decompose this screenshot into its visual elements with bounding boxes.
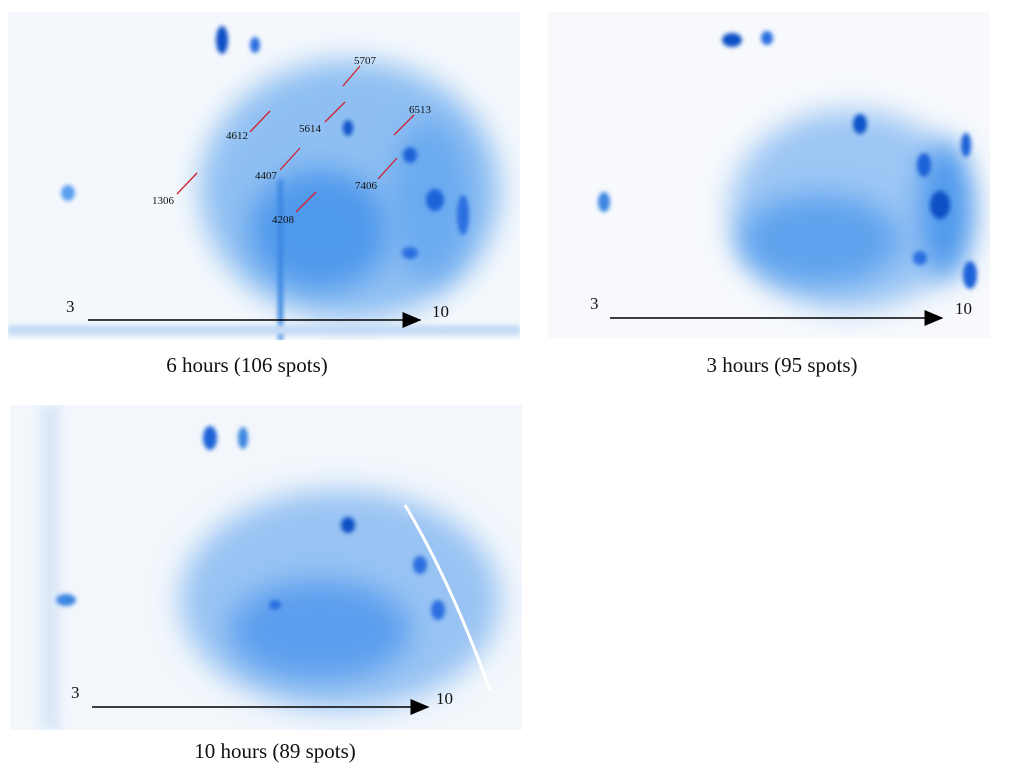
leader-line xyxy=(176,172,198,195)
leader-line xyxy=(393,114,415,136)
spot-label: 4407 xyxy=(255,170,278,182)
caption: 6 hours (106 spots) xyxy=(166,353,328,377)
axis-start: 3 xyxy=(71,683,80,702)
leader-line xyxy=(324,101,346,123)
leader-line xyxy=(295,191,317,213)
axis-end: 10 xyxy=(432,302,449,321)
leader-line xyxy=(377,157,398,180)
spot-annotations: 5707 4612 5614 6513 4407 1306 7406 4208 xyxy=(152,55,432,226)
spot-label: 7406 xyxy=(355,180,378,192)
leader-line xyxy=(342,65,361,87)
caption: 3 hours (95 spots) xyxy=(706,353,857,377)
caption: 10 hours (89 spots) xyxy=(194,739,356,763)
spot-label: 5614 xyxy=(299,123,322,135)
leader-line xyxy=(249,110,271,133)
spot-label: 4612 xyxy=(226,130,248,142)
spot-label: 1306 xyxy=(152,195,175,207)
axis-start: 3 xyxy=(66,297,75,316)
axis-end: 10 xyxy=(955,299,972,318)
spot-label: 4208 xyxy=(272,214,295,226)
axis-end: 10 xyxy=(436,689,453,708)
spot-label: 6513 xyxy=(409,104,432,116)
gel-panel xyxy=(548,12,990,338)
gel-panel xyxy=(10,405,522,730)
leader-line xyxy=(279,147,301,171)
axis-start: 3 xyxy=(590,294,599,313)
gel-panel xyxy=(8,12,520,340)
spot-label: 5707 xyxy=(354,55,377,67)
